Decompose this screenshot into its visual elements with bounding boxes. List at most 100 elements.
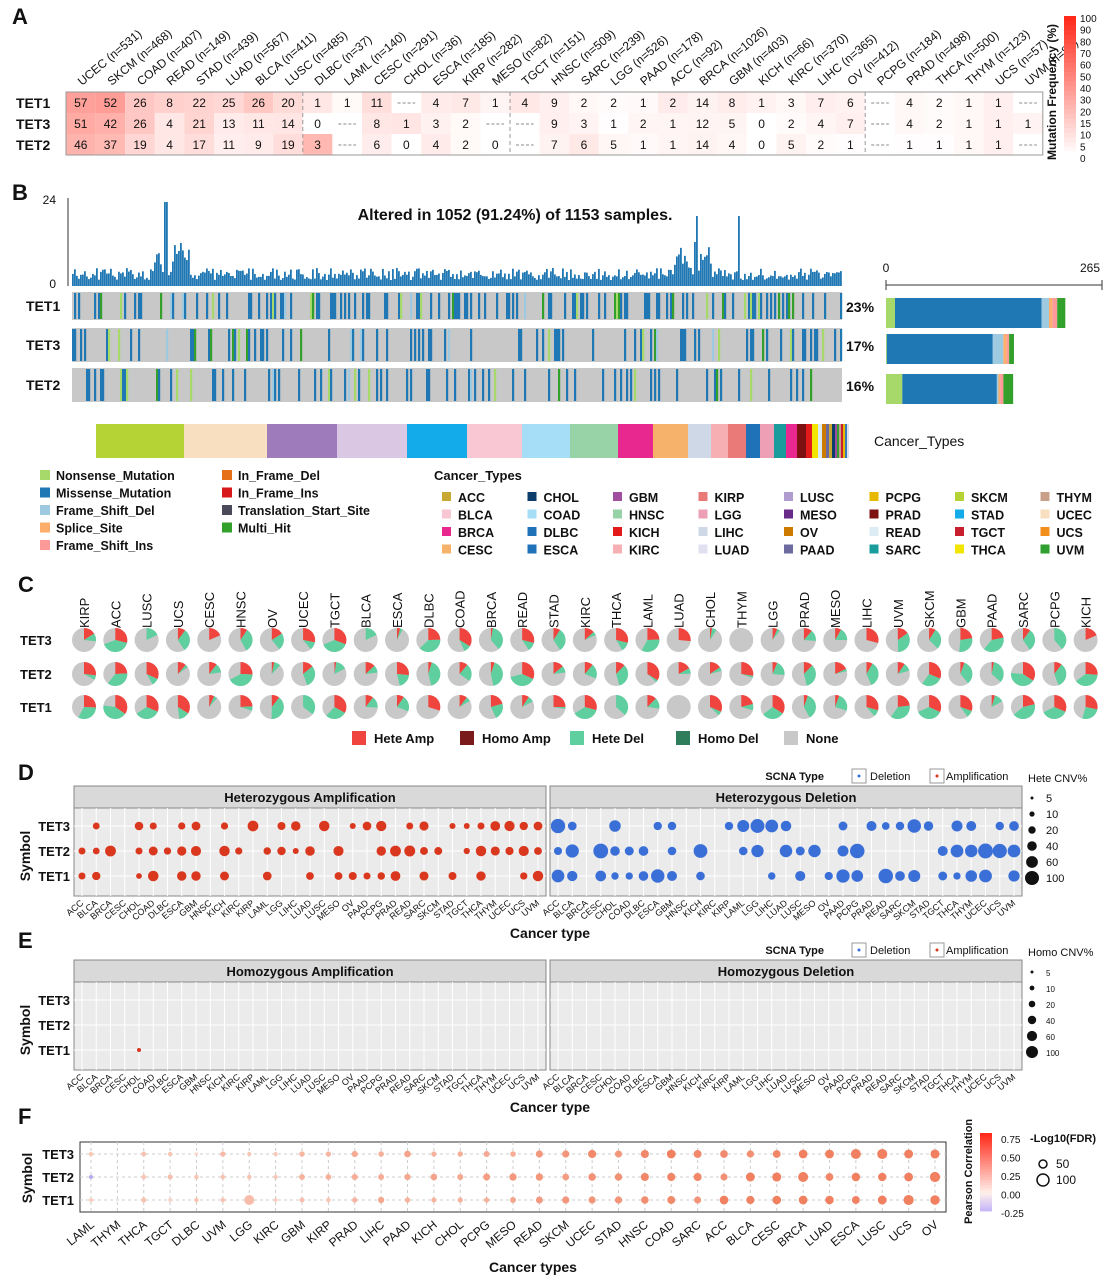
sample-bar — [576, 278, 578, 286]
mutation-cell — [840, 293, 843, 319]
sample-bar — [218, 274, 220, 286]
heat-cell — [332, 134, 362, 155]
size-key — [1027, 841, 1037, 851]
legend-title: Cancer_Types — [434, 468, 522, 483]
corr-dot — [878, 1172, 887, 1182]
mutation-cell — [840, 329, 843, 361]
cnv-dot — [520, 872, 528, 880]
pie-slice — [918, 707, 941, 720]
sample-bar — [236, 269, 238, 286]
sample-bar — [380, 279, 382, 286]
sample-bar — [568, 279, 570, 286]
mutation-cell — [320, 369, 323, 401]
pie-slice — [929, 629, 942, 649]
pie-slice — [574, 707, 597, 719]
sample-bar — [784, 276, 786, 286]
mutation-cell — [120, 369, 123, 401]
corr-dot — [640, 1172, 649, 1182]
cnv-dot — [610, 846, 620, 856]
sample-bar — [752, 279, 754, 286]
mutation-cell — [232, 369, 235, 401]
sample-bar — [696, 216, 698, 286]
heat-value: 3 — [788, 96, 795, 110]
pie-slice — [490, 703, 503, 718]
heat-value: 51 — [74, 117, 88, 131]
sample-bar — [420, 278, 422, 286]
mutation-cell — [518, 329, 521, 361]
pie-slice — [803, 695, 816, 718]
sample-bar — [220, 269, 222, 286]
panel-label: E — [18, 928, 33, 953]
corr-dot — [903, 1194, 914, 1206]
mutation-cell — [752, 293, 755, 319]
cnv-dot — [795, 870, 806, 882]
heat-cell — [332, 92, 362, 113]
mutation-cell — [334, 293, 337, 319]
sample-bar — [342, 270, 344, 286]
colorbar-tick: 0.25 — [1001, 1172, 1021, 1183]
sample-bar — [234, 278, 236, 286]
pie-slice — [177, 628, 186, 640]
sample-bar — [674, 264, 676, 286]
heat-value: 4 — [817, 117, 824, 131]
x-tick: UVM — [199, 1218, 228, 1246]
mutation-cell — [430, 329, 433, 361]
gene-label: TET1 — [20, 700, 52, 715]
cnv-dot — [837, 845, 849, 857]
cnv-dot — [625, 872, 633, 880]
sample-bar — [84, 271, 86, 286]
mutation-cell — [706, 293, 709, 319]
corr-dot — [141, 1151, 147, 1157]
legend-gradient — [1064, 90, 1076, 96]
pie-slice — [365, 665, 378, 674]
pie-slice — [177, 630, 190, 651]
pie-slice — [209, 696, 218, 707]
mutation-cell — [630, 369, 633, 401]
sample-bar — [624, 276, 626, 286]
corr-dot — [273, 1174, 278, 1180]
mutation-cell — [290, 293, 293, 319]
sample-bar — [672, 274, 674, 286]
sample-bar — [494, 277, 496, 286]
size-tick: 100 — [1056, 1173, 1076, 1187]
sample-bar — [88, 279, 90, 286]
mutation-cell — [750, 293, 753, 319]
colorbar-tick: 0.00 — [1001, 1191, 1021, 1202]
sample-bar — [448, 269, 450, 286]
legend-label: CESC — [458, 544, 493, 558]
legend-swatch — [527, 509, 537, 519]
corr-dot — [220, 1174, 226, 1180]
sample-bar — [124, 276, 126, 286]
corr-dot — [694, 1196, 702, 1204]
cnv-dot — [448, 872, 457, 880]
sample-bar — [268, 275, 270, 286]
sample-bar — [730, 274, 732, 286]
sample-bar — [146, 277, 148, 286]
mutation-cell — [88, 369, 91, 401]
pie-slice — [710, 662, 720, 674]
mutation-cell — [564, 293, 567, 319]
legend-label: Amplification — [946, 945, 1008, 957]
pie-slice — [960, 662, 973, 684]
mutation-cell — [348, 369, 351, 401]
sample-bar — [482, 276, 484, 286]
mutation-cell — [124, 369, 127, 401]
pie-slice — [897, 662, 905, 674]
legend-gradient — [1064, 72, 1076, 78]
heat-cell — [450, 92, 481, 113]
heat-value: 9 — [551, 117, 558, 131]
sample-bar — [112, 275, 114, 286]
mutation-cell — [574, 293, 577, 319]
legend-gradient — [1064, 118, 1076, 124]
sample-bar — [744, 273, 746, 286]
mutation-cell — [182, 293, 185, 319]
heat-value: 7 — [462, 96, 469, 110]
cnv-dot — [1007, 844, 1021, 858]
sample-bar — [706, 255, 708, 286]
colorbar-gradient — [980, 1169, 992, 1173]
mutation-cell — [406, 369, 409, 401]
sample-bar — [820, 278, 822, 286]
heat-value: 1 — [906, 138, 913, 152]
heat-value: 1 — [936, 138, 943, 152]
x-tick: 265 — [1080, 261, 1100, 275]
